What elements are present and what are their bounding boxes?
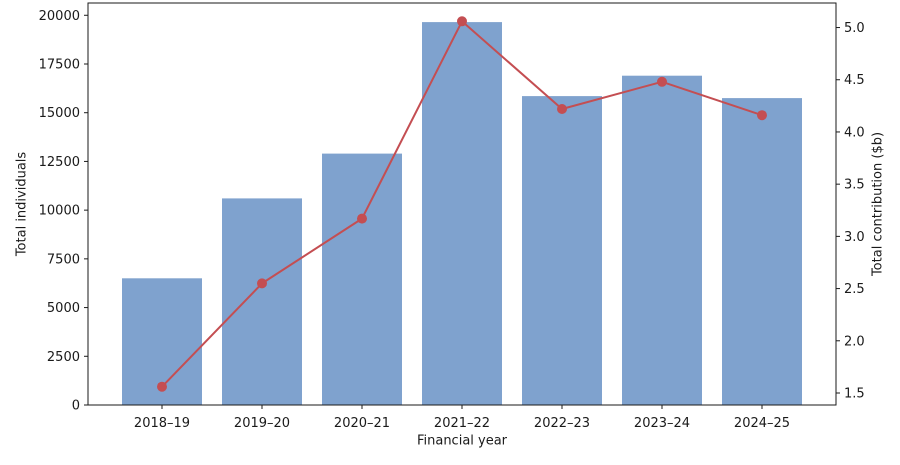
line-marker <box>157 381 167 392</box>
right-tick-label: 5.0 <box>844 21 865 36</box>
x-tick-label: 2023–24 <box>634 416 690 431</box>
right-tick-label: 3.5 <box>844 178 865 193</box>
x-tick-label: 2020–21 <box>334 416 390 431</box>
x-tick-label: 2018–19 <box>134 416 190 431</box>
line-marker <box>357 213 367 224</box>
line-marker <box>457 16 467 27</box>
x-tick-label: 2019–20 <box>234 416 290 431</box>
right-tick-label: 4.0 <box>844 125 865 140</box>
left-tick-label: 20000 <box>39 9 80 24</box>
right-tick-label: 4.5 <box>844 73 865 88</box>
bar <box>622 75 702 405</box>
right-tick-label: 2.5 <box>844 282 865 297</box>
left-tick-label: 12500 <box>39 155 80 170</box>
line-marker <box>257 278 267 289</box>
left-tick-label: 0 <box>72 399 80 414</box>
left-tick-label: 5000 <box>47 301 80 316</box>
right-tick-label: 1.5 <box>844 386 865 401</box>
right-tick-label: 3.0 <box>844 230 865 245</box>
x-tick-label: 2021–22 <box>434 416 490 431</box>
x-tick-label: 2024–25 <box>734 416 790 431</box>
right-tick-label: 2.0 <box>844 334 865 349</box>
bar <box>522 96 602 405</box>
bar <box>422 22 502 405</box>
left-tick-label: 10000 <box>39 204 80 219</box>
bar <box>322 153 402 405</box>
line-marker <box>757 110 767 121</box>
line-marker <box>557 104 567 114</box>
bar <box>722 98 802 405</box>
left-tick-label: 17500 <box>39 57 80 72</box>
left-tick-label: 7500 <box>47 252 80 267</box>
x-tick-label: 2022–23 <box>534 416 590 431</box>
bar <box>222 198 302 405</box>
left-tick-label: 15000 <box>39 106 80 121</box>
left-tick-label: 2500 <box>47 350 80 365</box>
line-marker <box>657 76 667 87</box>
